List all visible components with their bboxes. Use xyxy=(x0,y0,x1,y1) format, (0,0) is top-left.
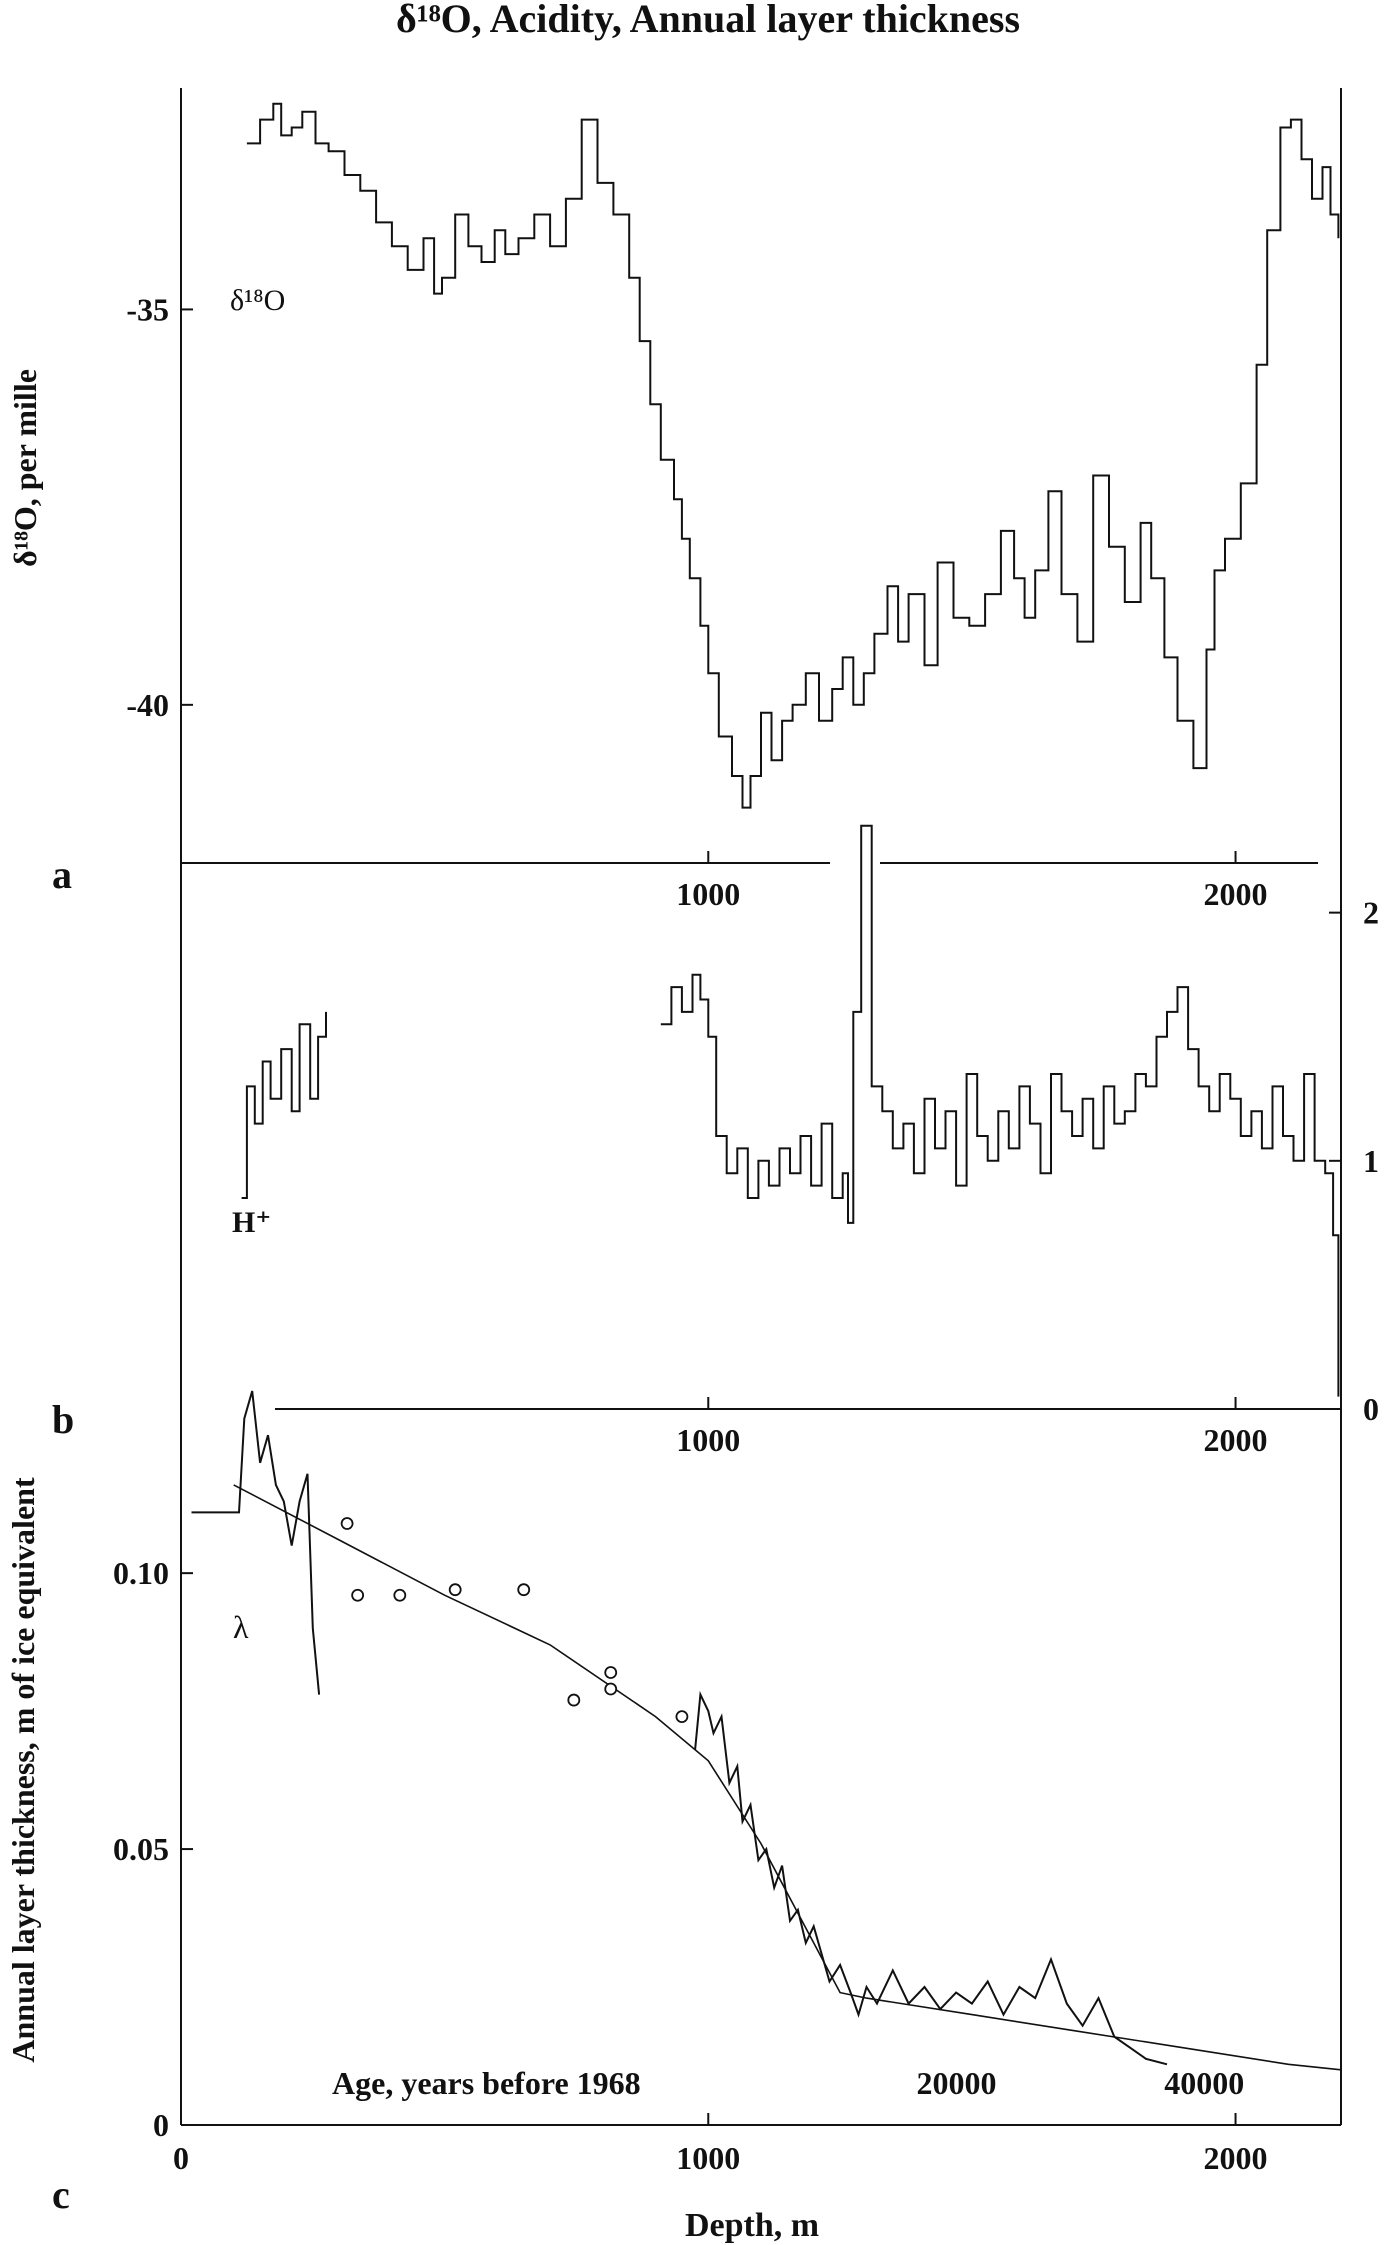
panel-c-data-point xyxy=(604,1682,618,1696)
age-tick-label: 20000 xyxy=(916,2065,996,2101)
age-tick-label: 40000 xyxy=(1164,2065,1244,2101)
age-axis-label: Age, years before 1968 xyxy=(332,2065,641,2101)
panel-c-y-tick-label: 0.05 xyxy=(113,1831,169,1867)
panel-c-data-point xyxy=(604,1666,618,1679)
panel-a-x-tick-label: 2000 xyxy=(1204,876,1268,912)
panel-a-chart: -35 -40 1000 2000 xyxy=(126,102,1340,912)
panel-c-y-axis-label: Annual layer thickness, m of ice equival… xyxy=(5,1477,41,2063)
panel-c-x-tick-label: 1000 xyxy=(676,2140,740,2176)
panel-a-y-tick-label: -35 xyxy=(126,291,169,327)
panel-c-data-point xyxy=(393,1588,407,1602)
panel-b-x-tick-label: 1000 xyxy=(676,1422,740,1458)
panel-b-series-line xyxy=(660,824,1340,1397)
panel-c-series-line xyxy=(233,1484,1342,2071)
panel-letter-a: a xyxy=(52,852,72,897)
panel-c-data-point xyxy=(448,1583,462,1597)
panel-b-chart: 0 1 2 1000 2000 xyxy=(241,824,1379,1458)
panel-b-x-tick-label: 2000 xyxy=(1204,1422,1268,1458)
panel-c-x-tick-label: 2000 xyxy=(1204,2140,1268,2176)
panel-c-x-tick-label: 0 xyxy=(173,2140,189,2176)
panel-c-data-point xyxy=(351,1588,365,1602)
panel-c-chart: 0 0.05 0.10 0 1000 2000 20000 40000 xyxy=(113,1390,1342,2176)
panel-a-y-tick-label: -40 xyxy=(126,687,169,723)
panel-b-series-label: H⁺ xyxy=(232,1206,271,1239)
panel-c-data-point xyxy=(567,1693,581,1707)
panel-c-data-point xyxy=(517,1583,531,1597)
panel-b-y-tick-label: 1 xyxy=(1363,1143,1379,1179)
panel-a-y-axis-label: δ¹⁸O, per mille xyxy=(7,369,43,567)
panel-c-series-label: λ xyxy=(233,1609,249,1645)
panel-letter-c: c xyxy=(52,2172,70,2217)
figure-title: δ¹⁸O, Acidity, Annual layer thickness xyxy=(396,0,1020,41)
panel-b-y-tick-label: 0 xyxy=(1363,1391,1379,1427)
panel-c-series-line xyxy=(191,1390,321,1695)
panel-a-series-label: δ¹⁸O xyxy=(230,284,285,317)
panel-letter-b: b xyxy=(52,1397,74,1442)
panel-c-y-tick-label: 0.10 xyxy=(113,1555,169,1591)
panel-c-y-tick-label: 0 xyxy=(153,2107,169,2143)
panel-c-data-point xyxy=(675,1710,689,1724)
panel-b-series-line xyxy=(241,1011,327,1199)
panel-a-series-line xyxy=(246,102,1340,809)
panel-c-data-point xyxy=(340,1517,354,1530)
x-axis-label: Depth, m xyxy=(685,2207,819,2244)
panel-a-x-tick-label: 1000 xyxy=(676,876,740,912)
panel-b-y-tick-label: 2 xyxy=(1363,895,1379,931)
